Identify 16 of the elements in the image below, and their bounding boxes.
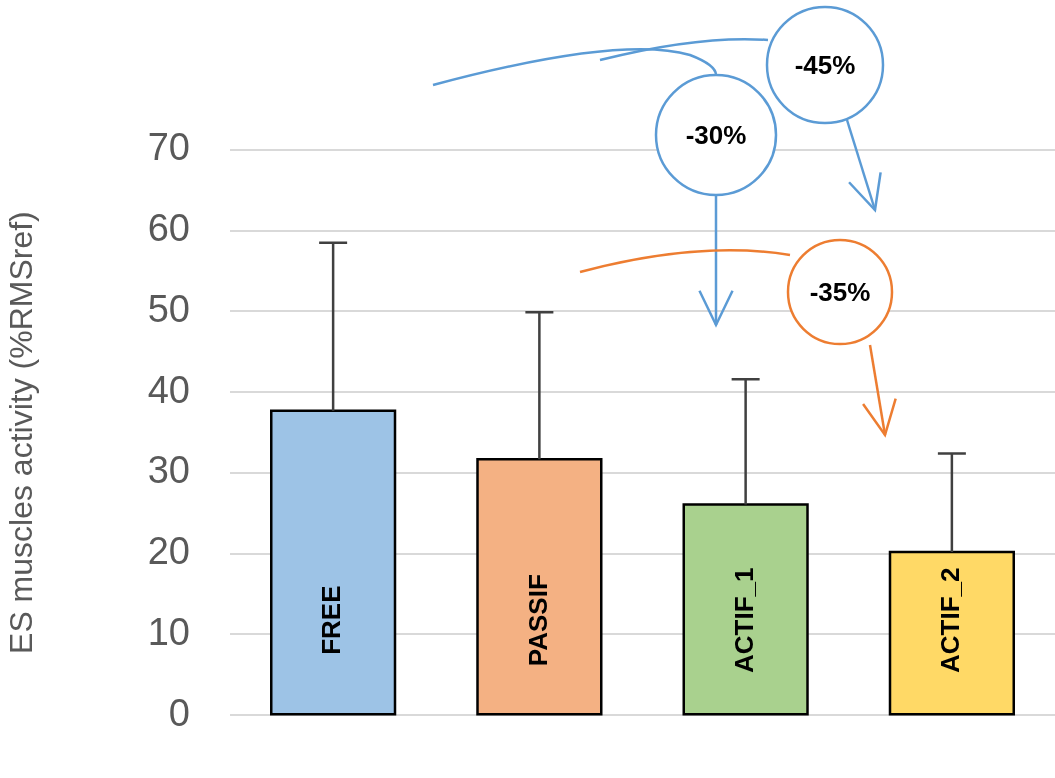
y-tick-label: 60 [147,207,190,250]
y-tick-label: 0 [168,691,190,734]
x-tick-label: FREE [316,585,347,655]
y-tick-label: 30 [147,449,190,492]
y-tick-label: 20 [147,530,190,573]
x-tick-label: PASSIF [522,574,553,667]
y-tick-label: 40 [147,368,190,411]
x-tick-label: ACTIF_2 [935,567,966,673]
annotation: -35% [809,277,871,307]
y-tick-label: 70 [147,126,190,169]
y-tick-label: 10 [147,610,190,653]
y-tick-label: 50 [147,287,190,330]
text: -45% [794,50,856,80]
annotation: -30% [685,120,747,150]
x-tick-label: ACTIF_1 [728,567,759,673]
y-axis-title: ES muscles activity (%RMSref) [3,211,40,654]
